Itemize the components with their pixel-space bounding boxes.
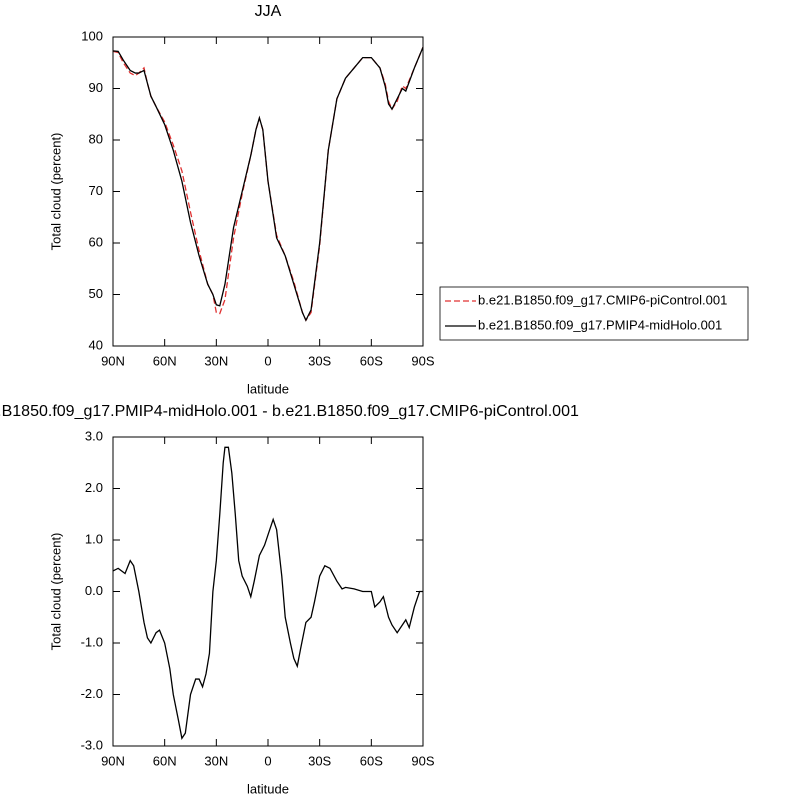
y-tick-label: 100 [81,28,103,43]
data-line [112,47,424,322]
chart-title: b.e21.B1850.f09_g17.PMIP4-midHolo.001 - … [0,403,579,420]
y-tick-label: 1.0 [85,531,103,546]
data-line [112,446,423,740]
plot-frame [112,436,424,747]
y-tick-label: 50 [89,286,103,301]
x-tick-label: 90N [101,753,125,768]
chart-title: JJA [255,3,282,20]
y-tick-label: 90 [89,80,103,95]
y-tick-label: 0.0 [85,583,103,598]
x-tick-label: 30S [308,353,331,368]
x-tick-label: 60S [360,753,383,768]
x-tick-label: 60N [153,353,177,368]
y-tick-label: -1.0 [81,634,103,649]
y-tick-label: 3.0 [85,428,103,443]
x-axis-label: latitude [247,381,289,396]
y-tick-label: 60 [89,234,103,249]
x-tick-label: 0 [264,753,271,768]
y-tick-label: -3.0 [81,737,103,752]
y-tick-label: 80 [89,131,103,146]
y-tick-label: 70 [89,183,103,198]
x-tick-label: 0 [264,353,271,368]
y-tick-label: -2.0 [81,686,103,701]
y-tick-label: 2.0 [85,480,103,495]
x-tick-label: 90N [101,353,125,368]
x-tick-label: 30S [308,753,331,768]
x-tick-label: 30N [204,353,228,368]
x-tick-label: 90S [411,753,434,768]
x-tick-label: 30N [204,753,228,768]
x-tick-label: 60N [153,753,177,768]
x-axis-label: latitude [247,781,289,796]
y-tick-label: 40 [89,337,103,352]
x-tick-label: 90S [411,353,434,368]
plot-frame [112,36,424,347]
y-axis-label: Total cloud (percent) [48,533,63,651]
y-axis-label: Total cloud (percent) [48,133,63,251]
legend-box [439,286,749,341]
legend-label: b.e21.B1850.f09_g17.PMIP4-midHolo.001 [478,317,722,332]
x-tick-label: 60S [360,353,383,368]
legend-label: b.e21.B1850.f09_g17.CMIP6-piControl.001 [478,292,727,307]
